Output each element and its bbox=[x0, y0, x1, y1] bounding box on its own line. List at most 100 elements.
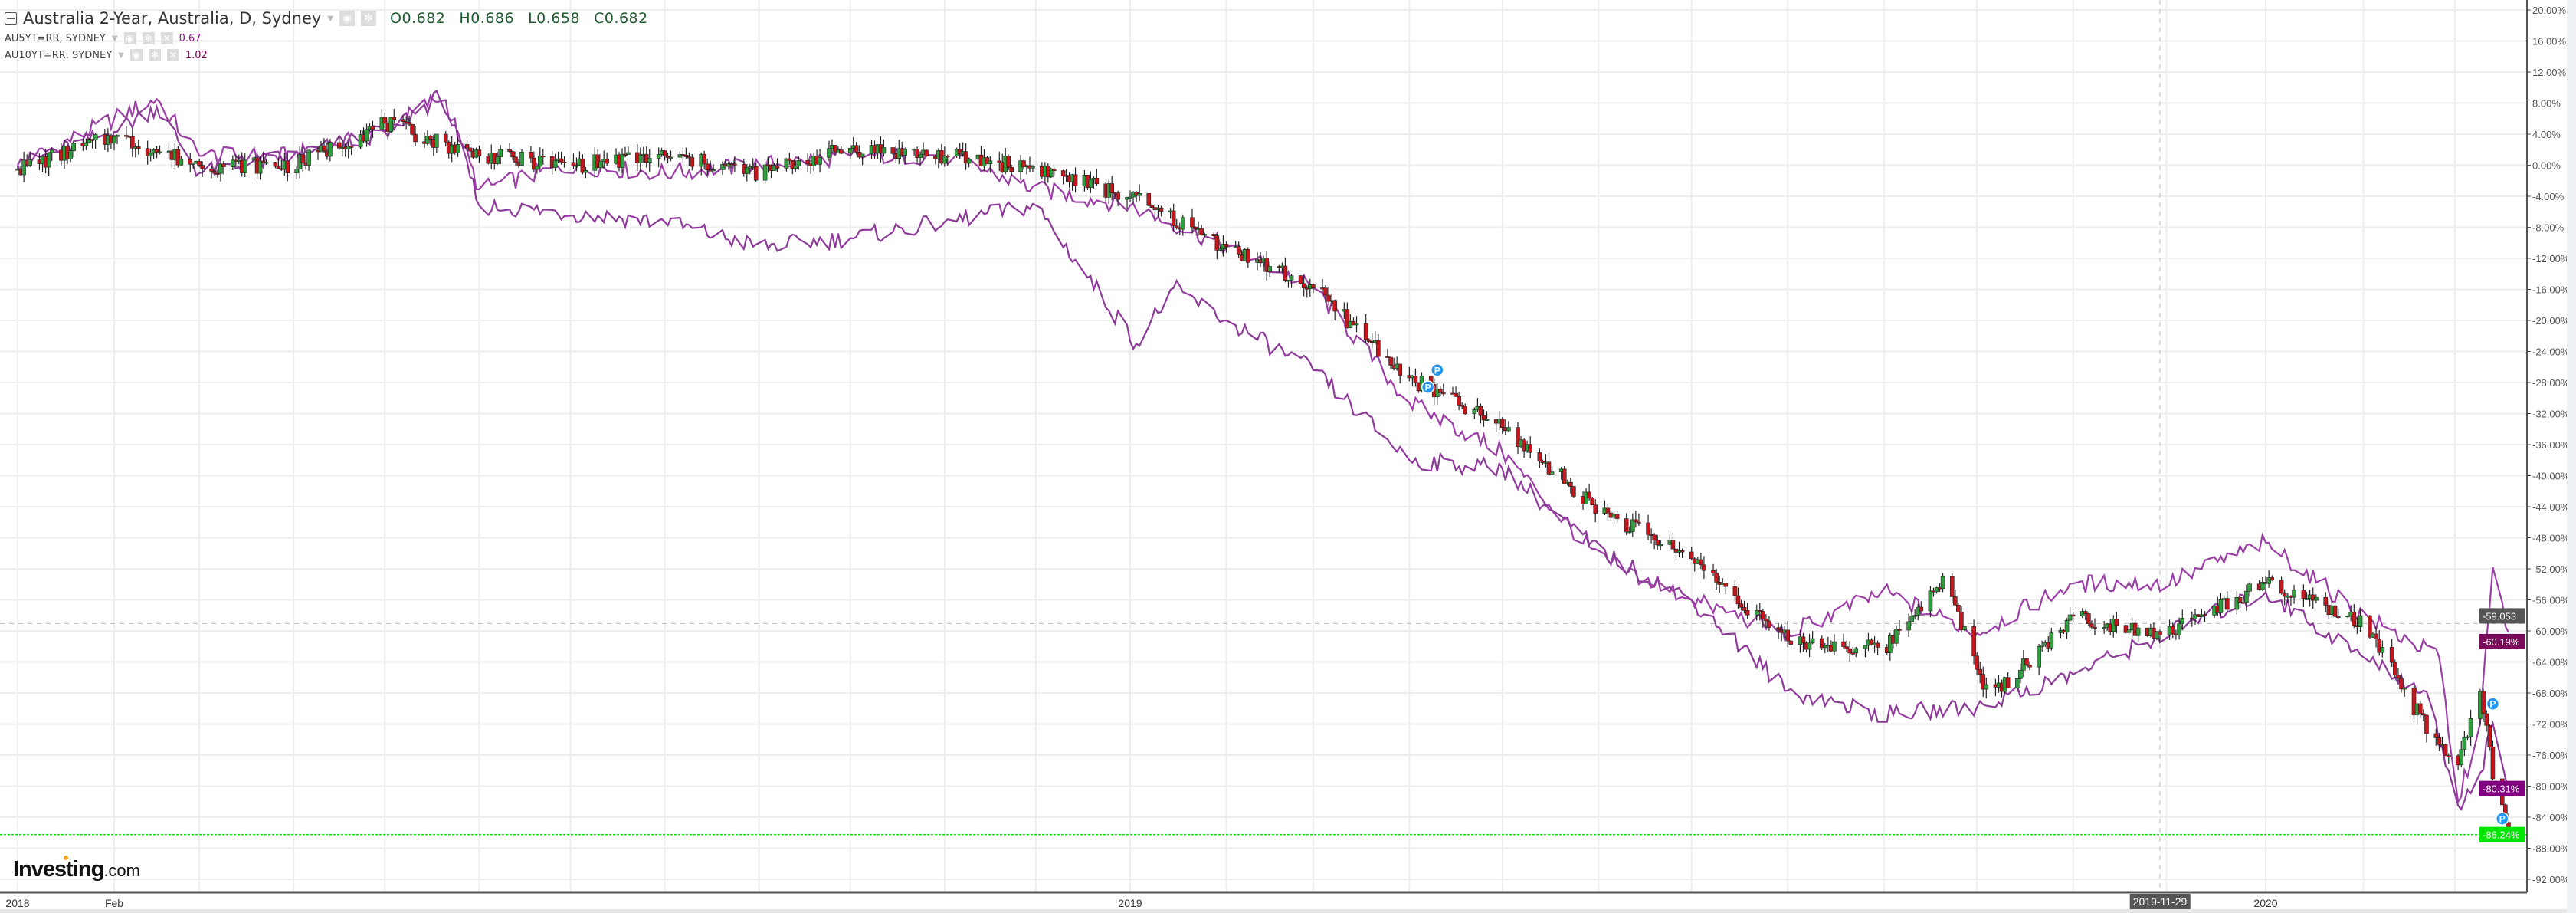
candle-body bbox=[1202, 234, 1207, 236]
candle-body bbox=[1624, 518, 1629, 533]
candle-body bbox=[2114, 619, 2119, 626]
candle-body bbox=[1094, 177, 1100, 185]
candle-body bbox=[1286, 280, 1291, 282]
candle-body bbox=[1388, 356, 1393, 366]
series-line-au5y bbox=[17, 93, 2509, 804]
candle-body bbox=[890, 147, 896, 154]
candle-body bbox=[410, 123, 415, 135]
candle-body bbox=[1912, 615, 1917, 617]
candle-body bbox=[2244, 590, 2249, 603]
candle-body bbox=[1048, 168, 1054, 178]
chevron-down-icon[interactable]: ▼ bbox=[118, 51, 124, 60]
candle-body bbox=[1916, 606, 1921, 616]
candle-body bbox=[1655, 540, 1660, 546]
candle-body bbox=[2049, 632, 2054, 649]
price-label-box bbox=[2479, 826, 2525, 842]
candle-body bbox=[1841, 641, 1846, 647]
x-tick-label: 2020 bbox=[2253, 897, 2278, 909]
x-tick-label: 2018 bbox=[5, 897, 30, 909]
collapse-icon[interactable] bbox=[5, 12, 17, 25]
candle-body bbox=[1919, 606, 1924, 612]
candle-body bbox=[1236, 246, 1241, 255]
y-tick-label: -32.00% bbox=[2532, 409, 2570, 420]
candle-body bbox=[881, 147, 887, 154]
candle-body bbox=[2070, 614, 2076, 617]
candle-body bbox=[1211, 234, 1217, 237]
candle-body bbox=[2177, 623, 2181, 635]
eye-icon[interactable]: ◉ bbox=[339, 11, 356, 26]
candle-body bbox=[2335, 616, 2341, 619]
candle-body bbox=[1193, 226, 1198, 229]
candle-body bbox=[157, 151, 162, 153]
candle-body bbox=[1366, 339, 1372, 342]
candle-body bbox=[796, 160, 801, 166]
candle-body bbox=[477, 149, 482, 156]
candle-body bbox=[115, 135, 120, 137]
candle-body bbox=[720, 164, 725, 170]
legend-main-title[interactable]: Australia 2-Year, Australia, D, Sydney bbox=[23, 9, 322, 28]
candle-body bbox=[1909, 616, 1914, 622]
y-tick-label: -64.00% bbox=[2532, 657, 2570, 668]
event-marker-icon bbox=[2486, 697, 2500, 711]
event-marker-label: P bbox=[2489, 699, 2496, 710]
candle-body bbox=[1767, 620, 1771, 628]
candle-body bbox=[2260, 582, 2265, 590]
candle-body bbox=[1853, 648, 1859, 654]
candle-body bbox=[2490, 747, 2496, 780]
candle-body bbox=[242, 159, 247, 173]
candle-body bbox=[49, 149, 54, 153]
candle-body bbox=[1953, 596, 1958, 606]
legend-au10y-title[interactable]: AU10YT=RR, SYDNEY bbox=[5, 49, 113, 61]
candle-body bbox=[273, 162, 278, 167]
y-tick-label: -52.00% bbox=[2532, 563, 2570, 575]
eye-icon[interactable]: ◉ bbox=[129, 49, 143, 61]
chevron-down-icon[interactable]: ▼ bbox=[111, 34, 118, 43]
candle-body bbox=[1714, 573, 1719, 583]
candle-body bbox=[148, 153, 153, 156]
candle-body bbox=[1934, 587, 1939, 593]
close-icon[interactable]: ✕ bbox=[160, 32, 173, 44]
chevron-down-icon[interactable]: ▼ bbox=[327, 14, 334, 23]
candle-body bbox=[1754, 610, 1759, 616]
candle-body bbox=[1506, 427, 1511, 432]
candle-body bbox=[647, 158, 652, 163]
x-axis[interactable]: 2018 Feb 2019 2019-11-29 2020 bbox=[0, 892, 2528, 913]
candle-body bbox=[1984, 684, 1989, 690]
candle-body bbox=[1658, 544, 1663, 547]
candle-body bbox=[1398, 363, 1402, 376]
y-tick-label: -88.00% bbox=[2532, 843, 2570, 855]
candle-body bbox=[2005, 677, 2011, 688]
close-icon[interactable]: ✕ bbox=[166, 49, 179, 61]
y-tick-label: -4.00% bbox=[2532, 191, 2565, 202]
candle-body bbox=[1723, 583, 1729, 587]
candle-body bbox=[818, 156, 822, 165]
candle-body bbox=[2332, 605, 2338, 617]
candle-body bbox=[2240, 602, 2246, 604]
gear-icon[interactable]: ✻ bbox=[361, 11, 377, 26]
candle-body bbox=[1454, 392, 1458, 397]
eye-icon[interactable]: ◉ bbox=[123, 32, 136, 44]
candle-body bbox=[1764, 618, 1768, 622]
candle-body bbox=[793, 166, 798, 169]
candle-body bbox=[84, 142, 89, 146]
candle-body bbox=[2446, 755, 2451, 757]
candle-body bbox=[1311, 284, 1316, 288]
ohlc-low: L0.658 bbox=[528, 10, 581, 27]
candle-body bbox=[264, 162, 269, 164]
candle-body bbox=[847, 147, 853, 154]
gear-icon[interactable]: ✻ bbox=[148, 49, 161, 61]
candle-body bbox=[2462, 737, 2467, 750]
candle-body bbox=[370, 126, 375, 130]
legend-au5y-title[interactable]: AU5YT=RR, SYDNEY bbox=[5, 32, 106, 44]
candle-body bbox=[276, 166, 281, 169]
candle-body bbox=[209, 168, 214, 172]
candle-body bbox=[1959, 611, 1964, 631]
candle-body bbox=[762, 164, 768, 181]
candle-body bbox=[336, 142, 342, 149]
candle-body bbox=[428, 136, 433, 140]
candle-body bbox=[200, 165, 205, 169]
ohlc-high: H0.686 bbox=[459, 10, 515, 27]
gear-icon[interactable]: ✻ bbox=[142, 32, 155, 44]
scrollbar[interactable] bbox=[2567, 0, 2576, 913]
